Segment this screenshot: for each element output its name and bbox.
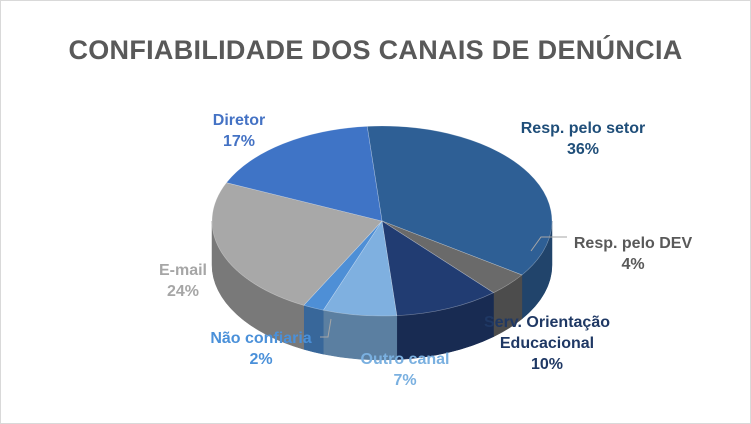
data-label-category-resp-pelo-dev: Resp. pelo DEV [574,235,693,252]
data-label-category-serv-orientacao-educacional: Educacional [500,335,594,352]
slice-serv-orientacao-educacional [381,220,495,316]
leader-line-nao-confiaria [320,318,332,338]
data-label-category-e-mail: E-mail [159,262,207,279]
slice-e-mail [211,182,383,306]
data-label-value-diretor: 17% [223,133,255,150]
data-label-value-nao-confiaria: 2% [249,351,272,368]
data-label-category-resp-pelo-setor: Resp. pelo setor [521,120,645,137]
data-label-value-resp-pelo-setor: 36% [567,141,599,158]
data-label-category-outro-canal: Outro canal [361,351,450,368]
leader-line-resp-pelo-dev [530,236,567,252]
data-label-value-resp-pelo-dev: 4% [621,256,644,273]
data-label-value-e-mail: 24% [167,283,199,300]
chart-title: CONFIABILIDADE DOS CANAIS DE DENÚNCIA [68,35,683,65]
slice-diretor [225,126,383,222]
data-label-category-diretor: Diretor [213,112,265,129]
slice-outro-canal [322,220,398,317]
slice-resp-pelo-dev [381,220,523,294]
slice-resp-pelo-setor [366,125,553,276]
data-label-category-nao-confiaria: Não confiaria [210,330,311,347]
data-label-value-serv-orientacao-educacional: 10% [531,356,563,373]
data-label-category-serv-orientacao-educacional: Serv. Orientação [484,314,610,331]
data-label-value-outro-canal: 7% [393,372,416,389]
slice-nao-confiaria [303,220,383,311]
